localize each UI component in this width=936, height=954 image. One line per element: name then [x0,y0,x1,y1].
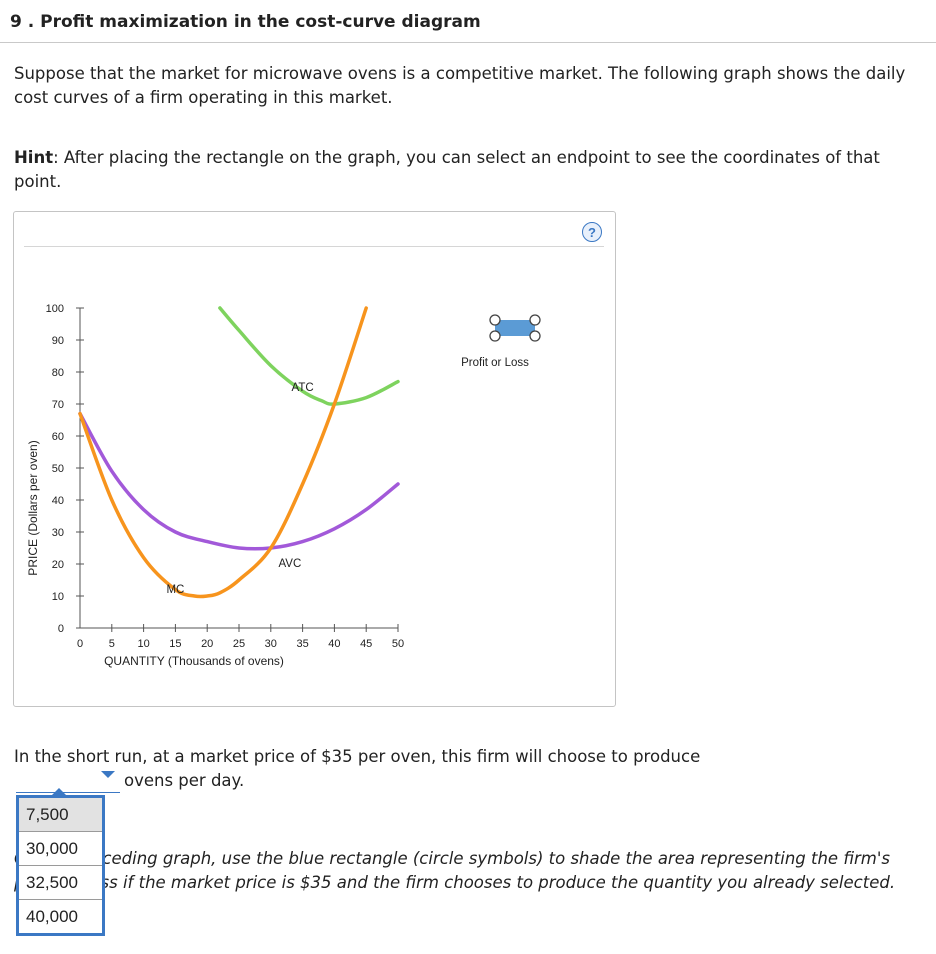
question-mark-icon[interactable]: ? [582,222,602,242]
rectangle-handle-top-left[interactable] [489,314,501,326]
dropdown-option[interactable]: 40,000 [19,900,102,933]
rectangle-handle-top-right[interactable] [529,314,541,326]
atc-curve-label: ATC [292,382,314,394]
dropdown-option[interactable]: 30,000 [19,832,102,866]
y-tick-label: 60 [52,431,64,443]
axes: 0 10 20 30 40 50 60 70 80 90 100 0 5 10 15 20 25 30 35 40 45… [26,303,404,668]
hint-label: Hint [14,148,54,167]
x-tick-label: 15 [169,638,181,650]
dropdown-chevron-down-icon[interactable] [101,771,115,778]
quantity-dropdown-list[interactable]: 7,500 30,000 32,500 40,000 [16,795,105,936]
drawing-palette: Profit or Loss [461,314,541,369]
title-divider [0,42,936,43]
x-tick-label: 20 [201,638,213,650]
y-axis-title: PRICE (Dollars per oven) [26,440,40,575]
dropdown-option[interactable]: 7,500 [19,798,102,832]
x-tick-label: 30 [265,638,277,650]
atc-curve [218,306,400,406]
x-tick-label: 10 [137,638,149,650]
x-axis-title: QUANTITY (Thousands of ovens) [104,654,284,668]
x-tick-label: 5 [109,638,115,650]
x-tick-label: 45 [360,638,372,650]
curve-labels: ATC AVC MC [166,382,313,596]
x-tick-label: 50 [392,638,404,650]
y-tick-label: 100 [46,303,64,315]
dropdown-chevron-up-icon [52,788,66,795]
x-tick-label: 0 [77,638,83,650]
y-tick-label: 50 [52,463,64,475]
x-tick-label: 25 [233,638,245,650]
dropdown-option[interactable]: 32,500 [19,866,102,900]
rectangle-handle-bottom-left[interactable] [489,330,501,342]
profit-or-loss-tool[interactable]: Profit or Loss [461,314,541,369]
cost-curves [78,306,400,599]
short-run-question: In the short run, at a market price of $… [14,747,701,766]
mc-curve-label: MC [166,584,184,596]
intro-paragraph: Suppose that the market for microwave ov… [14,64,906,107]
avc-curve [78,411,400,551]
hint-text: : After placing the rectangle on the gra… [14,148,880,191]
hint-paragraph: Hint: After placing the rectangle on the… [14,146,914,194]
rectangle-with-circle-handles-icon[interactable] [495,320,535,336]
y-tick-label: 20 [52,559,64,571]
y-tick-label: 30 [52,527,64,539]
profit-or-loss-tool-label: Profit or Loss [461,357,529,369]
rectangle-instruction: On the preceding graph, use the blue rec… [14,849,896,892]
x-tick-label: 35 [296,638,308,650]
y-tick-label: 40 [52,495,64,507]
y-tick-label: 0 [58,623,64,635]
graph-toolbar-divider [24,246,604,247]
rectangle-handle-bottom-right[interactable] [529,330,541,342]
y-tick-label: 80 [52,367,64,379]
answer-blank-underline [16,792,120,793]
y-tick-label: 70 [52,399,64,411]
avc-curve-label: AVC [278,558,301,570]
answer-suffix-text: ovens per day. [124,771,245,790]
mc-curve [78,306,368,599]
question-title: 9 . Profit maximization in the cost-curv… [10,12,481,32]
x-tick-label: 40 [328,638,340,650]
y-tick-label: 10 [52,591,64,603]
y-tick-label: 90 [52,335,64,347]
